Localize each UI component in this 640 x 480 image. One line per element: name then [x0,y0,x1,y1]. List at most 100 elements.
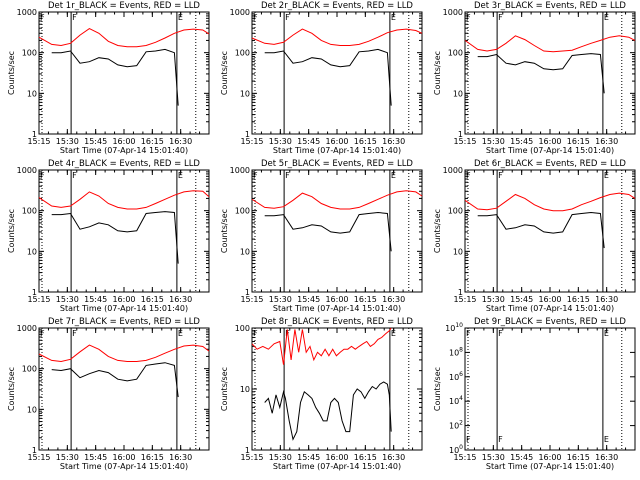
y-tick-label: 100 [235,49,250,58]
y-tick-label: 1 [245,130,250,139]
x-tick-label: 16:15 [567,453,590,462]
x-axis-label: Start Time (07-Apr-14 15:01:40) [486,304,614,313]
plot-panel-9: Det 9r_BLACK = Events, RED = LLD10010210… [433,317,636,471]
plot-title: Det 7r_BLACK = Events, RED = LLD [48,317,200,327]
x-tick-label: 16:00 [325,137,348,146]
x-tick-label: 15:45 [297,453,320,462]
marker-f-label: F [253,329,258,338]
x-tick-label: 15:45 [510,137,533,146]
marker-f-label: F [72,329,77,338]
x-tick-label: 15:30 [269,453,292,462]
x-tick-label: 16:15 [141,453,164,462]
series-line-events [51,211,179,264]
x-tick-label: 15:15 [240,453,263,462]
plot-title: Det 1r_BLACK = Events, RED = LLD [48,1,200,11]
x-axis-label: Start Time (07-Apr-14 15:01:40) [273,146,401,155]
x-axis-label: Start Time (07-Apr-14 15:01:40) [486,146,614,155]
y-tick-exponent: 0 [459,444,463,451]
marker-f-label: F [498,171,503,180]
x-axis-label: Start Time (07-Apr-14 15:01:40) [273,462,401,471]
x-tick-label: 15:15 [27,295,50,304]
plot-frame [38,169,210,293]
x-tick-label: 16:30 [169,137,192,146]
y-tick-label: 1 [32,130,37,139]
series-line-events [477,53,605,94]
y-axis-label: Counts/sec [433,367,442,411]
marker-f-label: F [253,171,258,180]
y-tick-label: 1 [32,288,37,297]
x-tick-label: 15:45 [84,453,107,462]
y-tick-label: 102 [449,420,463,431]
y-tick-label: 10 [27,405,37,414]
plot-panel-3: Det 3r_BLACK = Events, RED = LLD 1 10 100 10… [433,1,636,155]
x-tick-label: 16:00 [325,295,348,304]
y-axis-label: Counts/sec [220,367,229,411]
marker-e-label: E [391,13,396,22]
marker-f-label: F [40,171,45,180]
y-tick-label: 100 [235,207,250,216]
y-tick-label: 1000 [230,166,250,175]
y-tick-label: 1 [245,288,250,297]
y-tick-exponent: 8 [459,346,463,353]
x-tick-label: 16:15 [141,295,164,304]
y-tick-label: 100 [22,207,37,216]
y-tick-label: 10 [240,89,250,98]
y-tick-label: 1000 [443,8,463,17]
marker-f-label: F [285,13,290,22]
plot-panel-1: Det 1r_BLACK = Events, RED = LLD 1 10 100 10… [7,1,210,155]
series-line-lld [464,35,636,53]
marker-f-label: F [40,329,45,338]
marker-f-label: F [498,435,503,444]
marker-f-label: F [466,329,471,338]
x-tick-label: 15:30 [482,137,505,146]
x-tick-label: 16:30 [382,295,405,304]
plot-frame [464,327,636,451]
y-axis-label: Counts/sec [433,209,442,253]
marker-f-label: F [498,329,503,338]
x-tick-label: 15:45 [510,453,533,462]
x-tick-label: 16:15 [567,295,590,304]
x-tick-label: 16:30 [595,295,618,304]
y-tick-label: 10 [27,89,37,98]
series-line-lld [251,190,423,210]
series-line-lld [251,28,423,46]
x-tick-label: 16:30 [169,453,192,462]
x-tick-label: 15:15 [453,137,476,146]
plot-frame [464,11,636,135]
marker-f-label: F [40,13,45,22]
x-tick-label: 16:15 [567,137,590,146]
x-tick-label: 16:30 [382,453,405,462]
x-tick-label: 16:15 [354,137,377,146]
y-tick-label: 1000 [230,8,250,17]
x-tick-label: 16:00 [538,295,561,304]
x-tick-label: 16:30 [169,295,192,304]
plot-frame [251,327,423,451]
y-tick-label: 100 [22,365,37,374]
y-tick-label: 104 [449,395,463,406]
y-axis-label: Counts/sec [433,51,442,95]
y-tick-label: 10 [453,247,463,256]
marker-e-label: E [178,329,183,338]
x-tick-label: 15:45 [84,137,107,146]
x-tick-label: 15:15 [240,295,263,304]
series-line-events [264,211,392,252]
y-axis-label: Counts/sec [7,209,16,253]
series-line-lld [38,190,210,210]
series-line-lld [38,344,210,363]
x-tick-label: 16:30 [595,453,618,462]
plot-title: Det 8r_BLACK = Events, RED = LLD [261,317,413,327]
y-tick-label: 106 [449,371,463,382]
x-tick-label: 16:00 [112,295,135,304]
x-tick-label: 15:45 [84,295,107,304]
plot-title: Det 5r_BLACK = Events, RED = LLD [261,159,413,169]
x-tick-label: 15:45 [297,295,320,304]
x-tick-label: 15:30 [482,453,505,462]
x-tick-label: 16:00 [325,453,348,462]
marker-f-label: F [466,171,471,180]
series-line-lld [251,327,392,365]
x-tick-label: 16:30 [595,137,618,146]
plot-panel-5: Det 5r_BLACK = Events, RED = LLD 1 10 100 10… [220,159,423,313]
y-tick-label: 1000 [17,8,37,17]
y-axis-label: Counts/sec [220,209,229,253]
